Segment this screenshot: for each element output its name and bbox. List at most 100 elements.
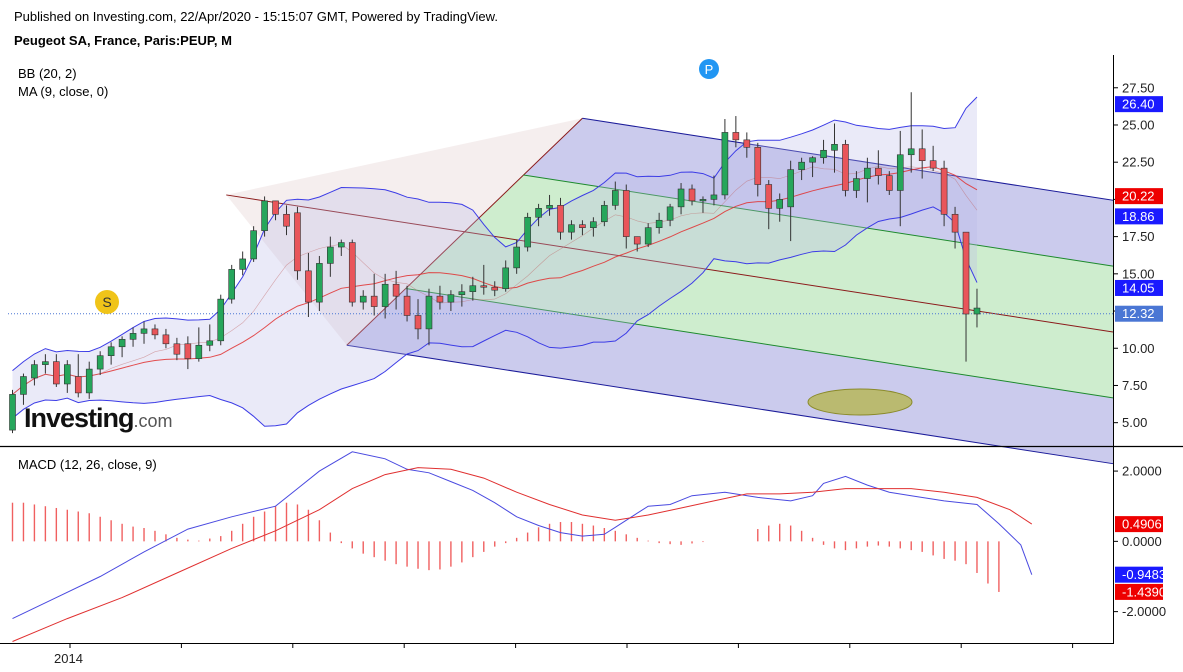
candle (765, 180, 773, 230)
candle-body (392, 283, 400, 297)
candle-body (940, 167, 948, 215)
macd-badge: 0.4906 (1115, 516, 1163, 533)
candle-body (403, 295, 411, 316)
macd-indicator-label[interactable]: MACD (12, 26, close, 9) (18, 457, 157, 472)
candle-body (622, 190, 630, 237)
candle-body (568, 224, 575, 233)
candle-body (885, 175, 893, 191)
published-note: Published on Investing.com, 22/Apr/2020 … (14, 9, 498, 24)
badge-box (1115, 583, 1163, 600)
candle-body (42, 361, 49, 365)
candle-body (699, 199, 707, 202)
candle-body (283, 213, 290, 227)
candle (820, 139, 827, 164)
candle (491, 281, 499, 297)
candle (853, 171, 860, 198)
candle-body (74, 376, 82, 394)
candle (447, 290, 455, 312)
candle (929, 145, 937, 172)
candle-body (239, 258, 246, 270)
candle-body (359, 295, 367, 303)
candle (184, 336, 192, 370)
candle-body (579, 224, 586, 228)
macd-tick-label: 0.0000 (1122, 534, 1162, 549)
badge-label: 18.86 (1122, 209, 1155, 224)
candle (261, 196, 268, 237)
candle (875, 150, 882, 185)
candle-body (896, 154, 904, 191)
bb-lower-line (12, 206, 978, 427)
candle-body (447, 294, 455, 303)
candle (842, 139, 849, 197)
candle-body (261, 200, 268, 231)
candle (677, 183, 685, 215)
candle (272, 200, 279, 221)
bb-indicator-label[interactable]: BB (20, 2) (18, 66, 77, 81)
candle-body (272, 200, 279, 215)
candle (316, 255, 323, 312)
candle-body (732, 132, 740, 141)
logo-name: Investing (24, 403, 135, 433)
split-marker-label: S (102, 294, 111, 310)
candle-body (414, 315, 422, 330)
candle (9, 389, 16, 434)
candle-body (64, 364, 71, 385)
candle-body (53, 361, 60, 385)
price-badge: 12.32 (1115, 305, 1163, 322)
candle (381, 273, 389, 319)
candle (732, 116, 740, 148)
price-tick-label: 25.00 (1122, 117, 1155, 132)
split-marker-circle (95, 290, 119, 314)
ma-indicator-label[interactable]: MA (9, close, 0) (18, 84, 109, 99)
candle (370, 273, 378, 316)
price-tick-label: 5.00 (1122, 415, 1147, 430)
candle-body (820, 149, 827, 159)
candle-body (184, 343, 192, 359)
badge-box (1115, 516, 1163, 533)
candle-body (173, 343, 181, 355)
candle-body (491, 286, 499, 291)
badge-label: -1.4390 (1122, 584, 1166, 599)
candle (743, 132, 751, 158)
candle (579, 220, 586, 236)
candle (206, 324, 214, 352)
candle (53, 354, 60, 387)
candle-body (337, 242, 345, 248)
candle-body (469, 285, 477, 292)
candle-body (787, 169, 794, 208)
candle (535, 203, 542, 227)
candle (721, 119, 729, 200)
event-marker: P (699, 59, 719, 79)
candle (885, 171, 893, 195)
candle (666, 203, 674, 227)
candle-body (9, 394, 16, 431)
price-badge: 14.05 (1115, 279, 1163, 296)
symbol-title: Peugeot SA, France, Paris:PEUP, M (14, 33, 232, 48)
candle (546, 194, 553, 216)
candle (217, 294, 225, 346)
candle-body (316, 263, 323, 303)
candle (973, 288, 981, 328)
candle-body (513, 246, 520, 269)
candle-body (250, 230, 257, 260)
time-tick-label: 2014 (54, 651, 83, 666)
candle (140, 321, 148, 344)
badge-box (1115, 208, 1163, 225)
candle-body (151, 328, 159, 336)
candle-body (666, 206, 674, 221)
candle-body (327, 246, 334, 264)
candle-body (798, 161, 805, 170)
candle (776, 193, 784, 222)
candle (502, 260, 510, 292)
candle-body (962, 231, 970, 315)
candle (688, 184, 696, 206)
candle (129, 327, 137, 347)
badge-label: 26.40 (1122, 97, 1155, 112)
candle-body (973, 307, 981, 315)
candle (469, 276, 477, 301)
price-badge: 18.86 (1115, 208, 1163, 225)
logo-domain: .com (133, 411, 173, 431)
moving-average-line (12, 165, 978, 395)
badge-label: 14.05 (1122, 280, 1155, 295)
price-badge: 26.40 (1115, 96, 1163, 113)
